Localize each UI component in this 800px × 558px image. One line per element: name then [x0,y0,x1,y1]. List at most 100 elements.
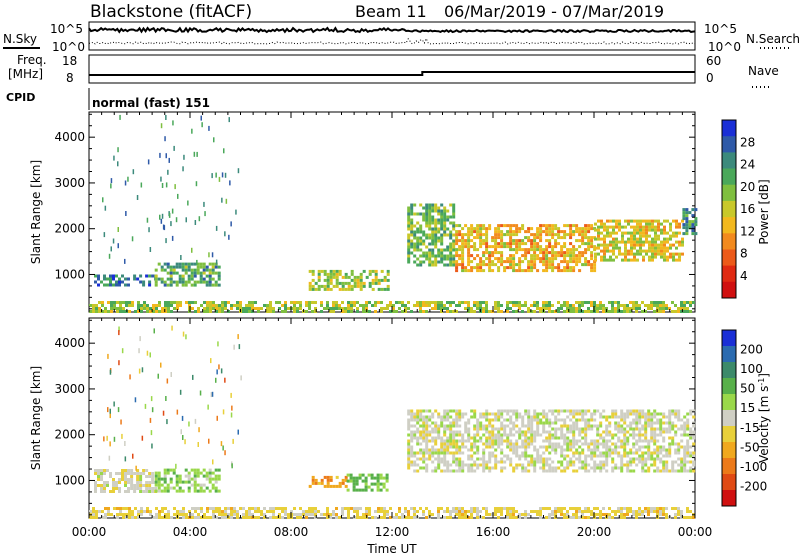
echo-cell [208,489,212,493]
echo-cell [443,230,447,234]
echo-cell [533,460,537,464]
echo-cell [533,439,537,443]
echo-cell [683,307,686,310]
echo-cell [563,242,567,246]
echo-cell [644,310,647,313]
echo-cell [611,436,615,440]
echo-cell [440,203,444,207]
echo-cell [410,454,414,458]
echo-cell [476,301,479,304]
echo-cell [566,427,570,431]
scatter-echo [201,122,203,128]
echo-cell [479,307,482,310]
echo-cell [662,436,666,440]
echo-cell [599,415,603,419]
echo-cell [386,307,389,310]
echo-cell [488,433,492,437]
echo-cell [181,274,185,278]
echo-cell [155,516,158,519]
echo-cell [437,430,441,434]
echo-cell [299,516,302,519]
echo-cell [557,445,561,449]
echo-cell [545,460,549,464]
echo-cell [650,439,654,443]
echo-cell [636,219,639,223]
echo-cell [533,448,537,452]
scatter-echo [220,441,223,447]
echo-cell [608,454,612,458]
echo-cell [395,513,398,516]
scatter-echo [215,172,217,178]
echo-cell [682,226,686,230]
echo-cell [683,424,687,428]
echo-cell [356,301,359,304]
echo-cell [377,281,381,285]
echo-cell [656,507,659,510]
echo-cell [638,304,641,307]
echo-cell [254,507,257,510]
scatter-echo [151,407,154,413]
colorbar-swatch [722,362,736,379]
echo-cell [680,463,684,467]
echo-cell [187,480,191,484]
echo-cell [512,248,516,252]
echo-cell [446,469,450,473]
echo-cell [578,245,582,249]
echo-cell [425,212,429,216]
echo-cell [224,516,227,519]
echo-cell [515,451,519,455]
echo-cell [650,415,654,419]
echo-cell [317,481,321,485]
echo-cell [548,442,552,446]
echo-cell [425,310,428,313]
echo-cell [209,310,212,313]
echo-cell [545,304,548,307]
echo-cell [518,239,522,243]
echo-cell [452,242,456,246]
echo-cell [575,301,578,304]
echo-cell [548,233,552,237]
echo-cell [389,301,392,304]
echo-cell [663,255,666,259]
echo-cell [452,445,456,449]
scatter-echo [208,252,210,258]
echo-cell [139,478,143,481]
echo-cell [645,219,648,223]
echo-cell [509,242,513,246]
echo-cell [92,310,95,313]
echo-cell [584,433,588,437]
echo-cell [524,424,528,428]
y-tick-label: 1000 [54,267,85,281]
echo-cell [172,280,176,284]
echo-cell [437,254,441,258]
echo-cell [578,430,582,434]
echo-cell [482,269,486,273]
echo-cell [606,246,609,250]
echo-cell [641,466,645,470]
echo-cell [272,507,275,510]
echo-cell [443,215,447,219]
echo-cell [476,230,480,234]
echo-cell [413,230,417,234]
echo-cell [151,472,155,475]
echo-cell [660,222,663,226]
echo-cell [208,271,212,275]
echo-cell [593,439,597,443]
echo-cell [202,265,206,269]
echo-cell [674,442,678,446]
echo-cell [365,275,369,279]
echo-cell [458,510,461,513]
echo-cell [599,463,603,467]
echo-cell [136,478,140,481]
echo-cell [644,424,648,428]
echo-cell [452,221,456,225]
echo-cell [692,409,696,413]
echo-cell [103,469,106,472]
echo-cell [314,310,317,313]
echo-cell [224,307,227,310]
echo-cell [482,254,486,258]
echo-cell [382,476,386,480]
echo-cell [364,485,368,489]
echo-cell [597,237,600,241]
